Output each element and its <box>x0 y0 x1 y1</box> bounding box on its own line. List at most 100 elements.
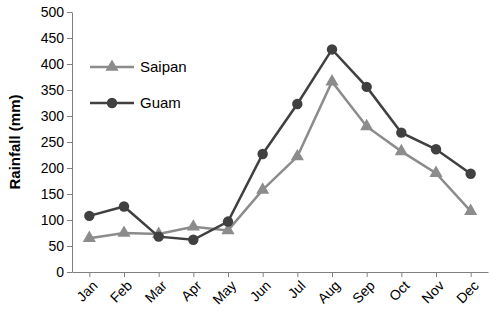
series-point <box>187 219 200 230</box>
series-point <box>325 74 338 85</box>
y-tick-label: 250 <box>41 134 65 150</box>
x-tick: Jan <box>73 272 100 305</box>
y-tick-mark <box>67 272 72 273</box>
plot: 0 50 100 150 200 250 300 350 400 450 500 Jan FebMar A… <box>41 4 489 307</box>
x-tick: Sep <box>349 272 378 306</box>
chart: 0 50 100 150 200 250 300 350 400 450 500 Jan FebMar A… <box>0 0 500 330</box>
y-tick-mark <box>67 194 72 195</box>
y-tick: 0 <box>56 264 72 280</box>
marks <box>83 44 477 245</box>
series-point <box>83 231 96 242</box>
y-tick: 350 <box>41 82 72 98</box>
x-tick-mark <box>436 272 437 277</box>
y-tick: 500 <box>41 4 72 20</box>
series-point <box>257 149 267 159</box>
x-axis-line <box>73 272 489 273</box>
x-tick-mark <box>263 272 264 277</box>
series-point <box>396 127 406 137</box>
x-tick-label: Sep <box>349 277 378 306</box>
x-tick-mark <box>228 272 229 277</box>
series-point <box>117 225 130 236</box>
x-axis: Jan FebMar AprMay Jun JulAugSep OctNovDec <box>73 272 489 307</box>
series-line <box>89 49 470 239</box>
legend-entry: Guam <box>90 94 181 111</box>
series-point <box>223 216 233 226</box>
series-point <box>153 231 163 241</box>
x-tick: Jun <box>247 272 274 305</box>
legend-entry: Saipan <box>90 58 187 75</box>
legend-marker <box>105 59 118 70</box>
x-tick-label: Aug <box>314 277 343 306</box>
y-tick-label: 150 <box>41 186 65 202</box>
y-tick-mark <box>67 168 72 169</box>
x-tick-mark <box>297 272 298 277</box>
series <box>84 44 476 245</box>
x-tick-label: Apr <box>178 277 205 304</box>
y-tick-mark <box>67 12 72 13</box>
series <box>83 74 477 242</box>
y-tick: 300 <box>41 108 72 124</box>
series-point <box>464 204 477 215</box>
x-tick-label: Feb <box>107 277 136 306</box>
y-tick-label: 200 <box>41 160 65 176</box>
y-tick-mark <box>67 64 72 65</box>
x-tick-mark <box>471 272 472 277</box>
series-point <box>256 182 269 193</box>
y-tick-label: 0 <box>56 264 64 280</box>
y-tick-mark <box>67 90 72 91</box>
x-tick: Nov <box>418 272 447 306</box>
x-tick-label: Nov <box>418 277 447 306</box>
y-tick-mark <box>67 220 72 221</box>
series-point <box>429 166 442 177</box>
x-tick-label: Mar <box>142 277 171 306</box>
legend: Saipan Guam <box>90 58 187 111</box>
x-tick-label: Dec <box>453 277 482 306</box>
series-line <box>89 82 470 239</box>
y-tick-label: 500 <box>41 4 65 20</box>
x-tick-label: Oct <box>386 277 413 304</box>
y-tick-label: 450 <box>41 30 65 46</box>
x-tick-mark <box>332 272 333 277</box>
y-tick: 150 <box>41 186 72 202</box>
y-tick-mark <box>67 116 72 117</box>
y-tick-label: 300 <box>41 108 65 124</box>
x-tick: Aug <box>314 272 343 306</box>
x-tick-label: Jan <box>73 277 100 304</box>
y-tick-label: 50 <box>48 238 64 254</box>
y-tick-label: 350 <box>41 82 65 98</box>
x-tick-mark <box>367 272 368 277</box>
x-tick: Oct <box>386 272 413 304</box>
series-point <box>361 82 371 92</box>
x-tick-label: Jul <box>285 277 309 301</box>
series-point <box>292 99 302 109</box>
series-point <box>84 211 94 221</box>
y-tick-label: 400 <box>41 56 65 72</box>
x-tick-mark <box>193 272 194 277</box>
y-tick: 400 <box>41 56 72 72</box>
x-tick-label: May <box>209 277 239 307</box>
y-axis-line <box>72 13 73 273</box>
series-point <box>327 44 337 54</box>
y-tick-mark <box>67 142 72 143</box>
x-tick-mark <box>159 272 160 277</box>
x-tick-mark <box>124 272 125 277</box>
y-tick-mark <box>67 38 72 39</box>
y-tick: 50 <box>48 238 72 254</box>
y-tick: 200 <box>41 160 72 176</box>
series-point <box>360 119 373 130</box>
legend-marker <box>107 98 117 108</box>
x-tick-mark <box>89 272 90 277</box>
y-tick-label: 100 <box>41 212 65 228</box>
x-tick: Apr <box>178 272 205 304</box>
series-point <box>119 201 129 211</box>
series-point <box>291 149 304 160</box>
x-tick: Jul <box>285 272 309 301</box>
x-tick: Feb <box>107 272 136 306</box>
series-point <box>431 144 441 154</box>
x-tick: May <box>209 272 239 307</box>
x-tick: Mar <box>142 272 171 306</box>
y-tick-mark <box>67 246 72 247</box>
legend-label: Guam <box>140 94 181 111</box>
y-axis: 0 50 100 150 200 250 300 350 400 450 500 <box>41 4 73 280</box>
x-tick-mark <box>401 272 402 277</box>
